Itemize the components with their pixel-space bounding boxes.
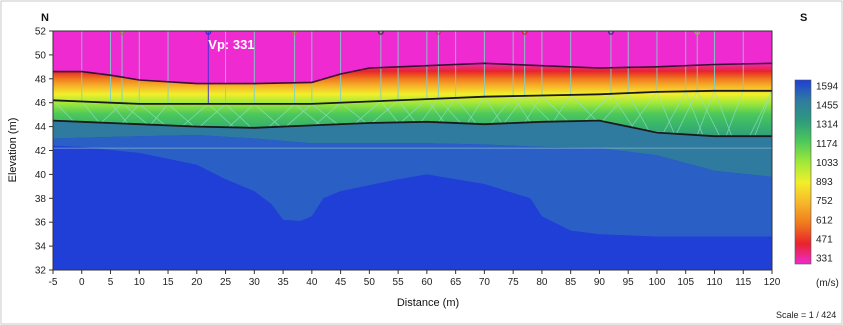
x-tick-label: 25: [220, 277, 232, 288]
shot-marker: [291, 31, 298, 35]
ray-paths: [53, 90, 772, 137]
y-tick-label: 32: [35, 266, 47, 277]
x-tick-label: 70: [479, 277, 491, 288]
legend-value-label: 1594: [816, 82, 839, 93]
x-tick-label: 40: [306, 277, 318, 288]
x-tick-label: 105: [677, 277, 694, 288]
x-tick-label: 60: [421, 277, 433, 288]
x-tick-label: 90: [594, 277, 606, 288]
direction-south-label: S: [800, 12, 807, 24]
y-tick-label: 34: [35, 242, 47, 253]
y-tick-label: 40: [35, 170, 47, 181]
layer-intermediate: [53, 135, 772, 237]
legend-colorbar: [794, 79, 812, 265]
x-tick-label: 10: [134, 277, 146, 288]
boundary-upper-line: [53, 62, 772, 85]
x-tick-label: 0: [79, 277, 85, 288]
boundary-middle-line: [53, 89, 772, 105]
x-axis: -5 0 5 10 15 20 25 30 35 40 45 50 55 60 65 70 75 80 85 90 95…: [49, 270, 781, 288]
x-tick-label: 115: [735, 277, 751, 288]
x-tick-label: 5: [108, 277, 114, 288]
shot-marker: [119, 31, 125, 35]
y-tick-label: 50: [35, 50, 47, 61]
layer-top: [53, 31, 772, 84]
x-tick-label: 45: [335, 277, 347, 288]
y-tick-label: 38: [35, 194, 47, 205]
legend-value-label: 1314: [816, 120, 839, 131]
legend-value-label: 1033: [816, 158, 839, 169]
legend-value-label: 752: [816, 196, 833, 207]
y-tick-label: 42: [35, 146, 47, 157]
boundary-lower-line: [53, 119, 772, 138]
y-axis-title: Elevation (m): [7, 118, 19, 183]
x-tick-label: 50: [364, 277, 376, 288]
x-tick-label: 120: [764, 277, 781, 288]
scale-label: Scale = 1 / 424: [776, 310, 836, 320]
shot-marker: [378, 31, 384, 35]
y-tick-label: 44: [35, 122, 47, 133]
legend-value-label: 893: [816, 177, 833, 188]
legend-unit: (m/s): [816, 278, 839, 289]
y-tick-label: 36: [35, 218, 47, 229]
x-tick-label: 55: [393, 277, 405, 288]
legend-value-label: 612: [816, 215, 833, 226]
legend-value-label: 1455: [816, 101, 839, 112]
shot-marker: [521, 31, 528, 35]
y-tick-label: 48: [35, 74, 47, 85]
x-tick-label: -5: [49, 277, 58, 288]
shot-marker: [435, 31, 442, 35]
color-legend: 1594 1455 1314 1174 1033 893 752 612 471 331: [794, 79, 839, 265]
shot-markers: [119, 31, 701, 35]
shot-marker: [608, 31, 614, 35]
x-tick-label: 80: [536, 277, 548, 288]
y-axis: 32 34 36 38 40 42 44 46 48 50 52: [35, 27, 53, 277]
y-tick-label: 46: [35, 98, 47, 109]
x-tick-label: 30: [249, 277, 261, 288]
x-tick-label: 15: [162, 277, 174, 288]
x-tick-label: 35: [278, 277, 290, 288]
x-axis-title: Distance (m): [397, 297, 459, 309]
x-tick-label: 75: [508, 277, 520, 288]
x-tick-label: 110: [707, 277, 723, 288]
shot-marker: [205, 31, 212, 35]
legend-value-label: 471: [816, 234, 833, 245]
legend-value-label: 1174: [816, 139, 838, 150]
x-tick-label: 85: [565, 277, 577, 288]
x-tick-label: 100: [649, 277, 666, 288]
y-tick-label: 52: [35, 27, 47, 38]
direction-north-label: N: [41, 12, 49, 24]
x-tick-label: 95: [623, 277, 635, 288]
velocity-annotation: Vp: 331: [208, 37, 254, 52]
shot-marker: [694, 31, 701, 35]
velocity-section: [53, 31, 772, 270]
x-tick-label: 65: [450, 277, 462, 288]
legend-value-label: 331: [816, 254, 833, 265]
x-tick-label: 20: [191, 277, 203, 288]
layer-teal: [53, 120, 772, 177]
